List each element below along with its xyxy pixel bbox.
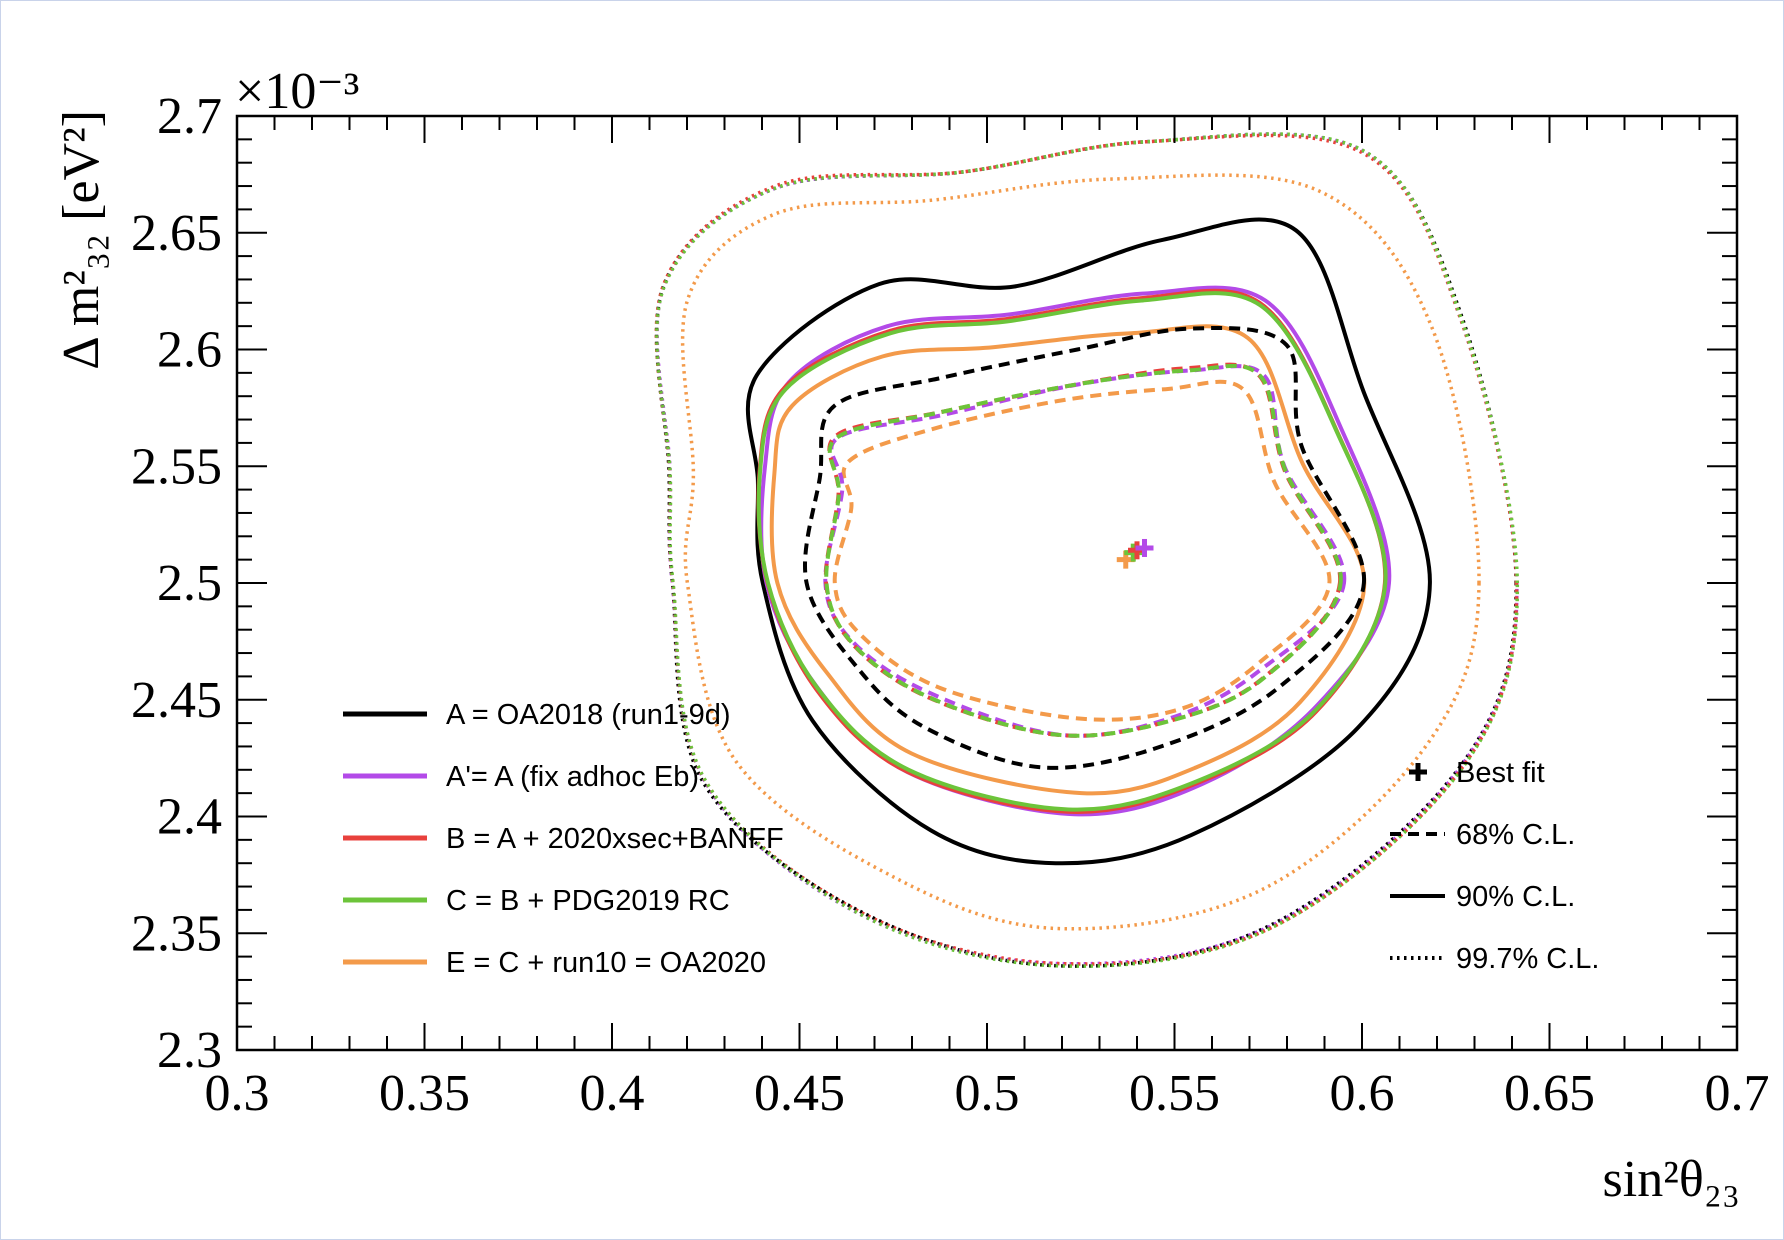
style-legend-label: 68% C.L. [1456,819,1575,851]
x-tick-label: 0.65 [1504,1065,1595,1122]
style-legend-label: 99.7% C.L. [1456,943,1599,975]
y-tick-label: 2.4 [157,789,222,846]
legend-item-a-prime: A'= A (fix adhoc Eb) [343,761,699,793]
legend-label: C = B + PDG2019 RC [446,885,730,917]
contour-c-997 [655,132,1520,968]
y-tick-label: 2.3 [157,1022,222,1079]
y-axis-title: Δ m²₃₂ [eV²] [53,110,110,370]
y-tick-label: 2.55 [131,438,222,495]
x-axis-title: sin²θ₂₃ [1603,1151,1740,1208]
x-tick-label: 0.6 [1330,1065,1395,1122]
y-tick-label: 2.6 [157,322,222,379]
best-fit-markers [1116,538,1154,569]
legend-label: B = A + 2020xsec+BANFF [446,823,784,855]
contour-c-68 [824,363,1343,738]
contours-layer [654,132,1520,968]
style-legend-label: 90% C.L. [1456,881,1575,913]
best-fit-marker-a-prime [1135,538,1154,557]
style-legend-dotted: 99.7% C.L. [1390,943,1599,975]
y-tick-label: 2.45 [131,672,222,729]
x-tick-label: 0.4 [580,1065,645,1122]
style-legend-dashed: 68% C.L. [1390,819,1575,851]
y-axis-multiplier: ×10⁻³ [235,63,359,120]
style-legend-label: Best fit [1456,757,1545,789]
legend-item-a: A = OA2018 (run1-9d) [343,699,731,731]
x-tick-label: 0.55 [1129,1065,1220,1122]
x-tick-label: 0.3 [205,1065,270,1122]
x-tick-label: 0.45 [754,1065,845,1122]
x-tick-label: 0.5 [955,1065,1020,1122]
x-tick-label: 0.7 [1705,1065,1770,1122]
series-legend: A = OA2018 (run1-9d) A'= A (fix adhoc Eb)… [343,699,784,979]
y-tick-label: 2.7 [157,88,222,145]
contour-e-90 [769,324,1367,796]
contour-e-997 [680,173,1481,931]
contour-a-prime-90 [759,285,1392,817]
contour-a-68 [802,325,1366,770]
y-tick-label: 2.5 [157,555,222,612]
style-legend-marker: Best fit [1409,757,1545,789]
legend-item-e: E = C + run10 = OA2020 [343,947,766,979]
contour-a-prime-997 [655,132,1519,966]
legend-label: A = OA2018 (run1-9d) [446,699,731,731]
axes: 0.3 0.35 0.4 0.45 0.5 0.55 0.6 0.65 0.7 2.3 2.35 2.… [131,88,1770,1122]
contour-e-68 [832,379,1332,722]
legend-label: E = C + run10 = OA2020 [446,947,766,979]
style-legend: Best fit 68% C.L. 90% C.L. 99.7% C.L. [1390,757,1599,975]
style-legend-solid: 90% C.L. [1390,881,1575,913]
x-tick-label: 0.35 [379,1065,470,1122]
contour-c-90 [756,291,1388,812]
legend-label: A'= A (fix adhoc Eb) [446,761,699,793]
legend-item-b: B = A + 2020xsec+BANFF [343,823,784,855]
y-tick-label: 2.35 [131,905,222,962]
legend-item-c: C = B + PDG2019 RC [343,885,730,917]
y-tick-label: 2.65 [131,205,222,262]
